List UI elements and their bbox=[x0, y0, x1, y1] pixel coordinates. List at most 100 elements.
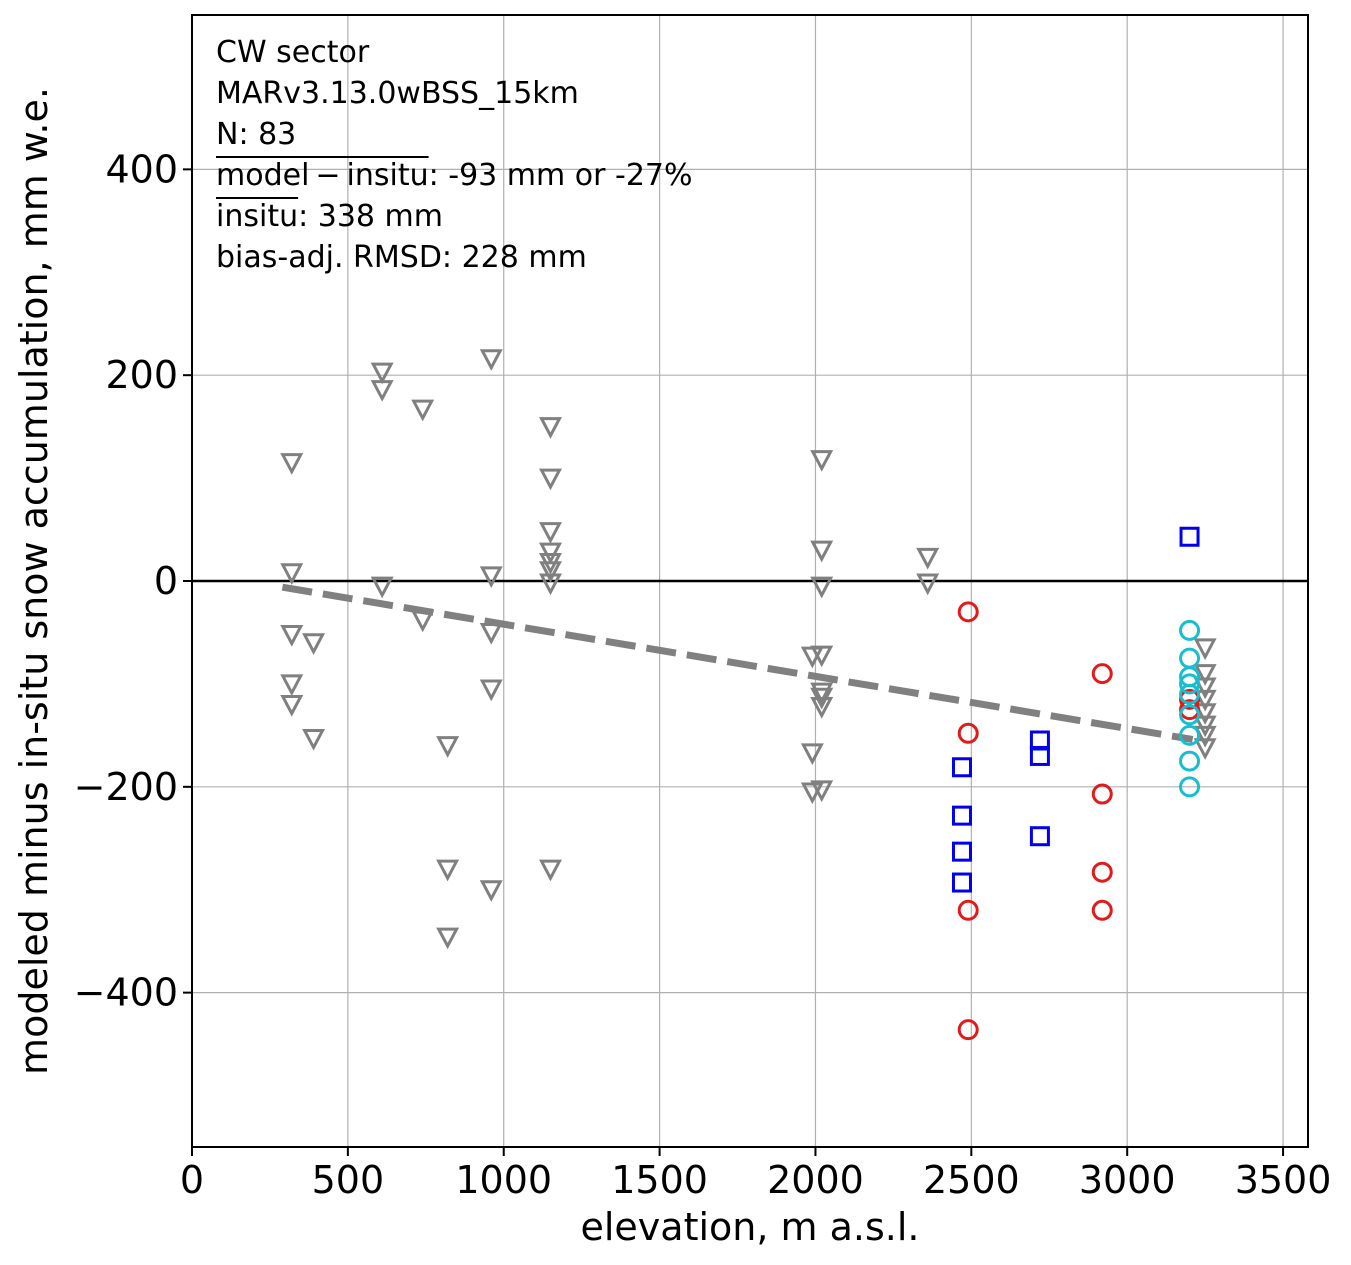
mean-insitu-term: insitu bbox=[216, 199, 299, 234]
data-points bbox=[280, 349, 1217, 1041]
x-tick-label: 2000 bbox=[767, 1158, 864, 1202]
circle-marker bbox=[1179, 724, 1201, 746]
stats-annotation: CW sector MARv3.13.0wBSS_15km N: 83 mode… bbox=[216, 32, 693, 278]
square-marker bbox=[1029, 826, 1050, 847]
triangle-marker bbox=[370, 380, 394, 402]
circle-marker bbox=[1179, 776, 1201, 798]
square-marker bbox=[951, 872, 972, 893]
triangle-marker bbox=[539, 522, 562, 544]
triangle-marker bbox=[479, 622, 503, 645]
y-axis-label: modeled minus in-situ snow accumulation,… bbox=[12, 87, 56, 1075]
triangle-marker bbox=[916, 573, 940, 596]
x-tick-label: 1000 bbox=[455, 1158, 552, 1202]
sector-label: CW sector bbox=[216, 35, 370, 70]
circle-marker bbox=[957, 1019, 979, 1041]
mean-insitu-value: : 338 mm bbox=[298, 199, 443, 234]
triangle-marker bbox=[436, 927, 460, 950]
square-marker bbox=[951, 805, 972, 826]
triangle-marker bbox=[280, 453, 304, 475]
y-tick-label: 0 bbox=[154, 559, 178, 603]
triangle-marker bbox=[810, 645, 834, 668]
circle-marker bbox=[957, 601, 979, 623]
triangle-marker bbox=[479, 349, 503, 371]
circle-marker bbox=[1179, 673, 1201, 695]
triangle-marker bbox=[370, 362, 394, 385]
triangle-marker bbox=[539, 573, 562, 596]
circle-marker bbox=[957, 899, 979, 921]
square-marker bbox=[1029, 730, 1050, 751]
triangle-marker bbox=[479, 880, 503, 902]
circle-marker bbox=[1179, 647, 1201, 669]
x-tick-label: 3500 bbox=[1235, 1158, 1332, 1202]
circle-marker bbox=[1179, 619, 1201, 641]
triangle-marker bbox=[479, 679, 503, 702]
circle-marker bbox=[1179, 683, 1201, 705]
mean-difference-value: : -93 mm or -27% bbox=[428, 158, 693, 193]
triangle-marker bbox=[539, 859, 562, 882]
rmsd-label: bias-adj. RMSD: 228 mm bbox=[216, 240, 587, 275]
triangle-marker bbox=[1193, 725, 1217, 748]
triangle-marker bbox=[280, 694, 304, 717]
x-axis-ticks: 0 500 1000 1500 2000 2500 3000 3500 bbox=[180, 1147, 1332, 1202]
triangle-marker bbox=[810, 576, 834, 599]
triangle-marker bbox=[539, 561, 562, 583]
circle-marker bbox=[957, 722, 979, 744]
triangle-marker bbox=[436, 859, 460, 882]
triangle-marker bbox=[810, 450, 834, 472]
y-tick-label: −400 bbox=[74, 971, 178, 1015]
y-tick-label: 400 bbox=[105, 147, 178, 191]
count-label: N: 83 bbox=[216, 117, 297, 152]
mean-difference-term: model − insitu bbox=[216, 158, 429, 193]
triangle-marker bbox=[280, 674, 304, 697]
triangle-marker bbox=[810, 682, 834, 705]
circle-marker bbox=[1179, 750, 1201, 772]
triangle-marker bbox=[411, 610, 435, 633]
x-tick-label: 1500 bbox=[611, 1158, 708, 1202]
circle-marker bbox=[1179, 704, 1201, 726]
triangle-marker bbox=[810, 540, 834, 563]
triangle-marker bbox=[800, 743, 824, 766]
trend-line bbox=[281, 583, 1194, 743]
y-tick-label: −200 bbox=[74, 765, 178, 809]
mean-insitu-label: insitu: 338 mm bbox=[216, 196, 693, 237]
circle-marker bbox=[1091, 783, 1113, 805]
x-tick-label: 0 bbox=[180, 1158, 204, 1202]
x-tick-label: 2500 bbox=[923, 1158, 1020, 1202]
circle-marker bbox=[1091, 663, 1113, 685]
triangle-marker bbox=[280, 625, 304, 647]
triangle-marker bbox=[1193, 664, 1217, 686]
square-marker bbox=[951, 841, 972, 862]
triangle-marker bbox=[302, 633, 326, 655]
square-marker bbox=[1179, 526, 1200, 547]
triangle-marker bbox=[916, 547, 940, 570]
triangle-marker bbox=[539, 542, 562, 565]
x-tick-label: 3000 bbox=[1079, 1158, 1176, 1202]
triangle-marker bbox=[370, 576, 394, 599]
triangle-marker bbox=[479, 566, 503, 589]
square-marker bbox=[1029, 745, 1050, 766]
triangle-marker bbox=[810, 780, 834, 803]
triangle-marker bbox=[302, 728, 326, 751]
triangle-marker bbox=[436, 736, 460, 758]
y-tick-label: 200 bbox=[105, 353, 178, 397]
square-marker bbox=[951, 757, 972, 778]
x-axis-label: elevation, m a.s.l. bbox=[580, 1205, 919, 1249]
triangle-marker bbox=[1193, 677, 1217, 700]
y-axis-ticks: −400 −200 0 200 400 bbox=[74, 147, 192, 1015]
circle-marker bbox=[1091, 861, 1113, 883]
triangle-marker bbox=[280, 563, 304, 585]
triangle-marker bbox=[1193, 738, 1217, 760]
circle-marker bbox=[1091, 899, 1113, 921]
triangle-marker bbox=[1193, 703, 1217, 725]
mean-difference-label: model − insitu: -93 mm or -27% bbox=[216, 155, 693, 196]
triangle-marker bbox=[539, 417, 562, 439]
model-label: MARv3.13.0wBSS_15km bbox=[216, 76, 579, 111]
triangle-marker bbox=[810, 697, 834, 719]
triangle-marker bbox=[411, 399, 435, 422]
triangle-marker bbox=[1193, 689, 1217, 712]
triangle-marker bbox=[1193, 638, 1217, 661]
triangle-marker bbox=[539, 468, 562, 491]
x-tick-label: 500 bbox=[312, 1158, 385, 1202]
triangle-marker bbox=[1193, 715, 1217, 738]
